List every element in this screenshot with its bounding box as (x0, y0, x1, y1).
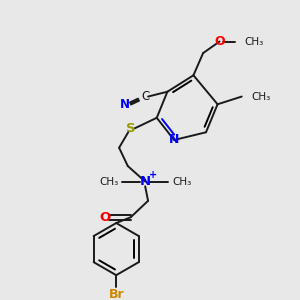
Text: Br: Br (108, 288, 124, 300)
Text: N: N (169, 134, 179, 146)
Text: N: N (140, 175, 151, 188)
Text: O: O (99, 211, 110, 224)
Text: CH₃: CH₃ (251, 92, 271, 101)
Text: C: C (141, 90, 149, 103)
Text: CH₃: CH₃ (244, 37, 264, 46)
Text: N: N (120, 98, 130, 111)
Text: CH₃: CH₃ (99, 176, 118, 187)
Text: CH₃: CH₃ (172, 176, 191, 187)
Text: O: O (214, 35, 225, 48)
Text: S: S (126, 122, 136, 135)
Text: +: + (149, 170, 157, 180)
